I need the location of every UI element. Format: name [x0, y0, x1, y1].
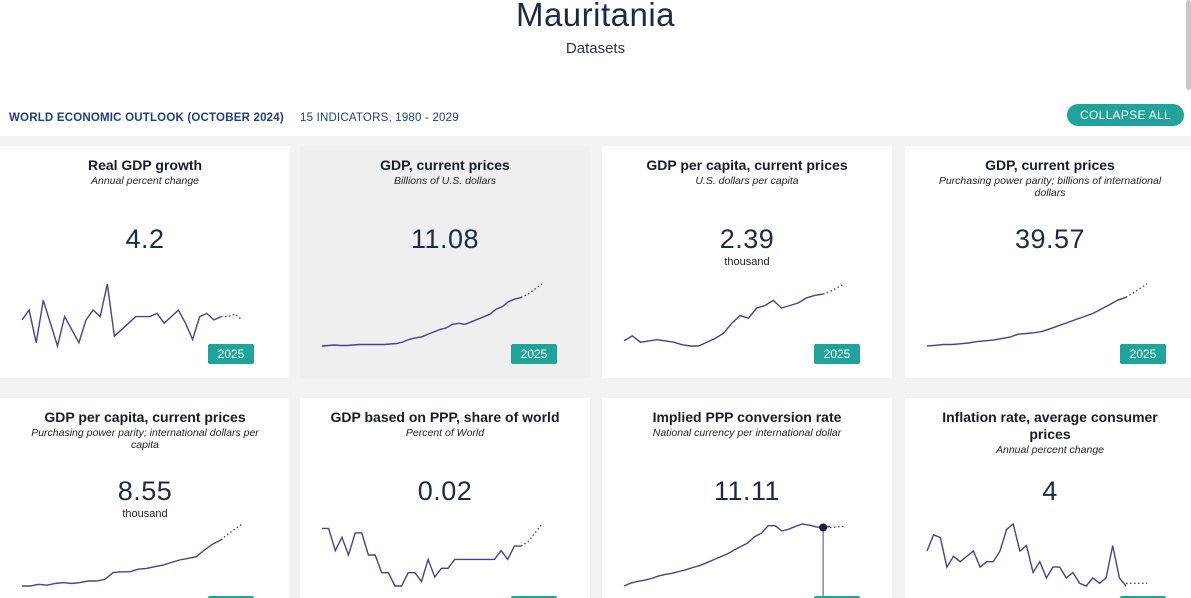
sparkline-chart — [21, 283, 243, 349]
page-header: Mauritania Datasets WORLD ECONOMIC OUTLO… — [0, 0, 1191, 136]
sparkline-chart — [623, 523, 845, 598]
sparkline-projection — [520, 283, 543, 299]
card-unit: Percent of World — [405, 427, 485, 439]
card-title: GDP per capita, current prices — [646, 157, 848, 173]
card-value: 2.39 — [719, 224, 775, 254]
card-unit: National currency per international doll… — [652, 427, 842, 439]
page-subtitle: Datasets — [565, 40, 626, 57]
year-badge[interactable]: 2025 — [511, 344, 557, 364]
indicator-card-ppp-conversion-rate[interactable]: Implied PPP conversion rate National cur… — [602, 398, 892, 598]
sparkline-history — [623, 293, 824, 347]
sparkline-history — [623, 523, 831, 587]
sparkline-projection — [1125, 283, 1148, 298]
sparkline-projection — [520, 523, 543, 547]
year-badge[interactable]: 2025 — [814, 596, 860, 598]
sparkline-history — [22, 539, 222, 587]
card-unit: U.S. dollars per capita — [695, 175, 799, 187]
collapse-all-button[interactable]: COLLAPSE ALL — [1067, 104, 1184, 126]
card-value: 4.2 — [125, 224, 165, 254]
sparkline-chart — [22, 523, 243, 587]
dataset-info: 15 INDICATORS, 1980 - 2029 — [300, 112, 459, 124]
card-title: Implied PPP conversion rate — [652, 409, 842, 425]
sparkline-history — [321, 296, 522, 347]
scrollbar-thumb[interactable] — [1186, 0, 1191, 90]
card-value: 39.57 — [1014, 224, 1086, 254]
indicator-card-gdp-ppp[interactable]: GDP, current prices Purchasing power par… — [905, 146, 1191, 378]
card-title: Real GDP growth — [87, 157, 203, 173]
indicator-card-real-gdp-growth[interactable]: Real GDP growth Annual percent change 4.… — [0, 146, 290, 378]
dataset-title[interactable]: WORLD ECONOMIC OUTLOOK (OCTOBER 2024) — [9, 112, 284, 124]
card-unit: Billions of U.S. dollars — [393, 175, 497, 187]
country-title: Mauritania — [515, 0, 676, 33]
sparkline-projection — [220, 523, 243, 541]
year-badge[interactable]: 2025 — [1120, 596, 1166, 598]
year-badge[interactable]: 2025 — [814, 344, 860, 364]
sparkline-history — [926, 296, 1127, 347]
sparkline-projection — [829, 525, 845, 529]
hover-marker — [819, 523, 828, 532]
card-title: GDP based on PPP, share of world — [330, 409, 560, 425]
sparkline-chart — [926, 522, 1147, 587]
card-title: GDP, current prices — [380, 157, 510, 173]
card-value-multiplier: thousand — [122, 508, 168, 520]
card-value: 11.08 — [410, 224, 480, 254]
indicator-card-gdp-per-capita[interactable]: GDP per capita, current prices U.S. doll… — [602, 146, 892, 378]
sparkline-chart — [321, 283, 543, 347]
card-unit: Annual percent change — [91, 175, 199, 187]
sparkline-history — [322, 527, 521, 587]
year-badge[interactable]: 2025 — [208, 344, 254, 364]
card-unit: Purchasing power parity; international d… — [31, 427, 259, 451]
sparkline-history — [21, 283, 222, 349]
sparkline-chart — [926, 283, 1148, 347]
card-value: 0.02 — [417, 476, 473, 506]
sparkline-history — [926, 522, 1127, 587]
indicator-card-gdp-current-prices[interactable]: GDP, current prices Billions of U.S. dol… — [300, 146, 590, 378]
sparkline-projection — [822, 283, 845, 295]
year-badge[interactable]: 2025 — [511, 596, 557, 598]
sparkline-chart — [322, 523, 543, 587]
card-unit: Purchasing power parity; billions of int… — [938, 175, 1162, 199]
card-title: GDP, current prices — [985, 157, 1115, 173]
indicator-card-gdp-per-capita-ppp[interactable]: GDP per capita, current prices Purchasin… — [0, 398, 290, 598]
card-unit: Annual percent change — [996, 444, 1104, 456]
card-title: GDP per capita, current prices — [44, 409, 246, 425]
indicator-card-inflation-rate[interactable]: Inflation rate, average consumer prices … — [905, 398, 1191, 598]
card-value: 11.11 — [713, 476, 781, 506]
sparkline-chart — [623, 283, 845, 347]
indicator-card-gdp-ppp-share[interactable]: GDP based on PPP, share of world Percent… — [300, 398, 590, 598]
year-badge[interactable]: 2025 — [1120, 344, 1166, 364]
card-value: 4 — [1042, 476, 1058, 506]
sparkline-projection — [221, 313, 243, 321]
year-badge[interactable]: 2025 — [208, 596, 254, 598]
card-value-multiplier: thousand — [724, 256, 770, 268]
card-title: Inflation rate, average consumer prices — [942, 409, 1158, 442]
card-value: 8.55 — [117, 476, 173, 506]
